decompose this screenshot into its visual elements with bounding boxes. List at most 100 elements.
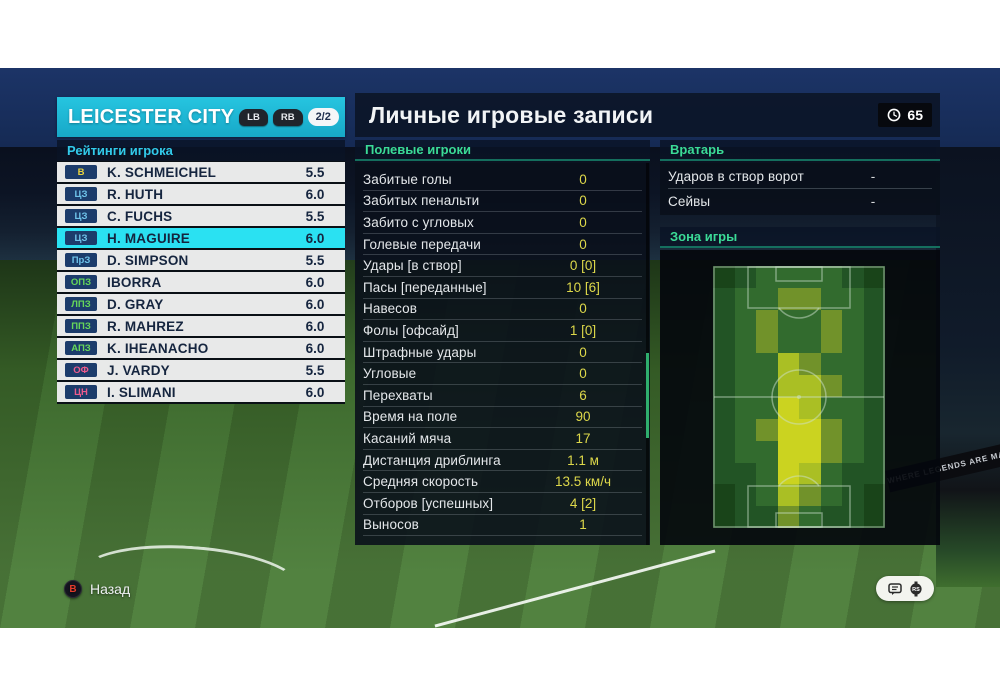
- stat-row: Угловые 0: [363, 363, 642, 385]
- heatmap-cell: [713, 287, 735, 310]
- player-row[interactable]: ПрЗ D. SIMPSON 5.5: [57, 250, 345, 270]
- heatmap-cell: [842, 266, 864, 288]
- heatmap-cell: [756, 506, 778, 528]
- goalkeeper-header-label: Вратарь: [670, 142, 725, 157]
- pitch-lines: [713, 266, 885, 528]
- stat-row: Касаний мяча 17: [363, 428, 642, 450]
- heatmap-cell: [734, 309, 756, 332]
- team-name: LEICESTER CITY: [68, 105, 235, 128]
- heatmap-cell: [863, 440, 885, 463]
- zone-panel: [660, 250, 940, 545]
- player-name: D. SIMPSON: [107, 252, 189, 268]
- stat-label: Время на поле: [363, 409, 458, 425]
- player-row[interactable]: ППЗ R. MAHREZ 6.0: [57, 316, 345, 336]
- stat-value: 0: [579, 193, 587, 209]
- player-row[interactable]: ЦЗ R. HUTH 6.0: [57, 184, 345, 204]
- back-control[interactable]: B Назад: [64, 580, 130, 598]
- heatmap-cell: [820, 309, 842, 332]
- stats-scrollbar-thumb[interactable]: [646, 353, 649, 438]
- heatmap-cell: [842, 331, 864, 354]
- position-badge: ЦЗ: [65, 209, 97, 223]
- heatmap-cell: [799, 397, 821, 419]
- heatmap-cell: [734, 266, 756, 288]
- heatmap-cell: [756, 266, 778, 288]
- heatmap-cell: [863, 287, 885, 310]
- stat-label: Выносов: [363, 517, 419, 533]
- stat-label: Сейвы: [668, 193, 711, 209]
- heatmap-cell: [756, 287, 778, 310]
- player-row[interactable]: АПЗ K. IHEANACHO 6.0: [57, 338, 345, 358]
- team-header: LEICESTER CITY LB RB 2/2: [57, 97, 345, 137]
- player-row[interactable]: ЛПЗ D. GRAY 6.0: [57, 294, 345, 314]
- stat-value: 0: [579, 236, 587, 252]
- heatmap-cell: [713, 418, 735, 441]
- heatmap-cell: [713, 462, 735, 485]
- stat-row: Фолы [офсайд] 1 [0]: [363, 320, 642, 342]
- heatmap-cell: [777, 418, 799, 441]
- player-rating: 5.5: [305, 164, 325, 180]
- player-rating: 6.0: [305, 384, 325, 400]
- player-row[interactable]: ЦЗ C. FUCHS 5.5: [57, 206, 345, 226]
- player-rating: 6.0: [305, 318, 325, 334]
- stat-value: 1 [0]: [569, 322, 597, 338]
- heatmap-cell: [863, 484, 885, 507]
- heatmap-cell: [734, 462, 756, 485]
- player-row[interactable]: В K. SCHMEICHEL 5.5: [57, 162, 345, 182]
- heatmap-cell: [734, 418, 756, 441]
- right-stick-icon[interactable]: RS: [908, 581, 924, 597]
- chat-icon[interactable]: [887, 581, 903, 597]
- stat-label: Штрафные удары: [363, 344, 477, 360]
- player-row[interactable]: ЦЗ H. MAGUIRE 6.0: [57, 228, 345, 248]
- heatmap-cell: [799, 287, 821, 310]
- zone-header: Зона игры: [660, 227, 940, 248]
- heatmap-cell: [863, 375, 885, 397]
- heatmap-cell: [756, 309, 778, 332]
- b-button-icon[interactable]: B: [64, 580, 82, 598]
- heatmap-cell: [777, 266, 799, 288]
- rb-button-icon[interactable]: RB: [272, 108, 303, 126]
- player-name: R. MAHREZ: [107, 318, 184, 334]
- heatmap-cell: [799, 375, 821, 397]
- goalkeeper-header: Вратарь: [660, 140, 940, 161]
- stat-value: 6: [579, 387, 587, 403]
- heatmap-grid: [713, 266, 885, 528]
- player-name: K. IHEANACHO: [107, 340, 209, 356]
- heatmap-cell: [734, 506, 756, 528]
- stat-label: Ударов в створ ворот: [668, 169, 804, 184]
- heatmap-cell: [842, 287, 864, 310]
- heatmap-cell: [799, 331, 821, 354]
- heatmap-cell: [777, 353, 799, 376]
- heatmap-cell: [777, 309, 799, 332]
- stat-label: Навесов: [363, 301, 418, 317]
- player-name: R. HUTH: [107, 186, 164, 202]
- player-row[interactable]: ОФ J. VARDY 5.5: [57, 360, 345, 380]
- stat-row: Дистанция дриблинга 1.1 м: [363, 450, 642, 472]
- stat-row: Выносов 1: [363, 515, 642, 537]
- heatmap-cell: [756, 331, 778, 354]
- heatmap-cell: [777, 375, 799, 397]
- heatmap-cell: [863, 331, 885, 354]
- heatmap-cell: [820, 462, 842, 485]
- heatmap-cell: [820, 484, 842, 507]
- player-rating: 6.0: [305, 274, 325, 290]
- heatmap-cell: [799, 353, 821, 376]
- heatmap-cell: [842, 506, 864, 528]
- stat-value: 0: [579, 366, 587, 382]
- player-row[interactable]: ЦН I. SLIMANI 6.0: [57, 382, 345, 402]
- heatmap-cell: [777, 484, 799, 507]
- stat-row: Забито с угловых 0: [363, 212, 642, 234]
- heatmap-cell: [799, 462, 821, 485]
- heatmap-cell: [734, 484, 756, 507]
- stat-label: Касаний мяча: [363, 430, 452, 446]
- lb-button-icon[interactable]: LB: [239, 108, 268, 126]
- player-name: K. SCHMEICHEL: [107, 164, 217, 180]
- position-badge: ОПЗ: [65, 275, 97, 289]
- stat-label: Отборов [успешных]: [363, 495, 494, 511]
- ratings-header: Рейтинги игрока: [57, 140, 345, 161]
- player-row[interactable]: ОПЗ IBORRA 6.0: [57, 272, 345, 292]
- stat-label: Забитые голы: [363, 171, 452, 187]
- stat-label: Фолы [офсайд]: [363, 322, 459, 338]
- heatmap-cell: [777, 331, 799, 354]
- heatmap-cell: [713, 440, 735, 463]
- heatmap-cell: [777, 287, 799, 310]
